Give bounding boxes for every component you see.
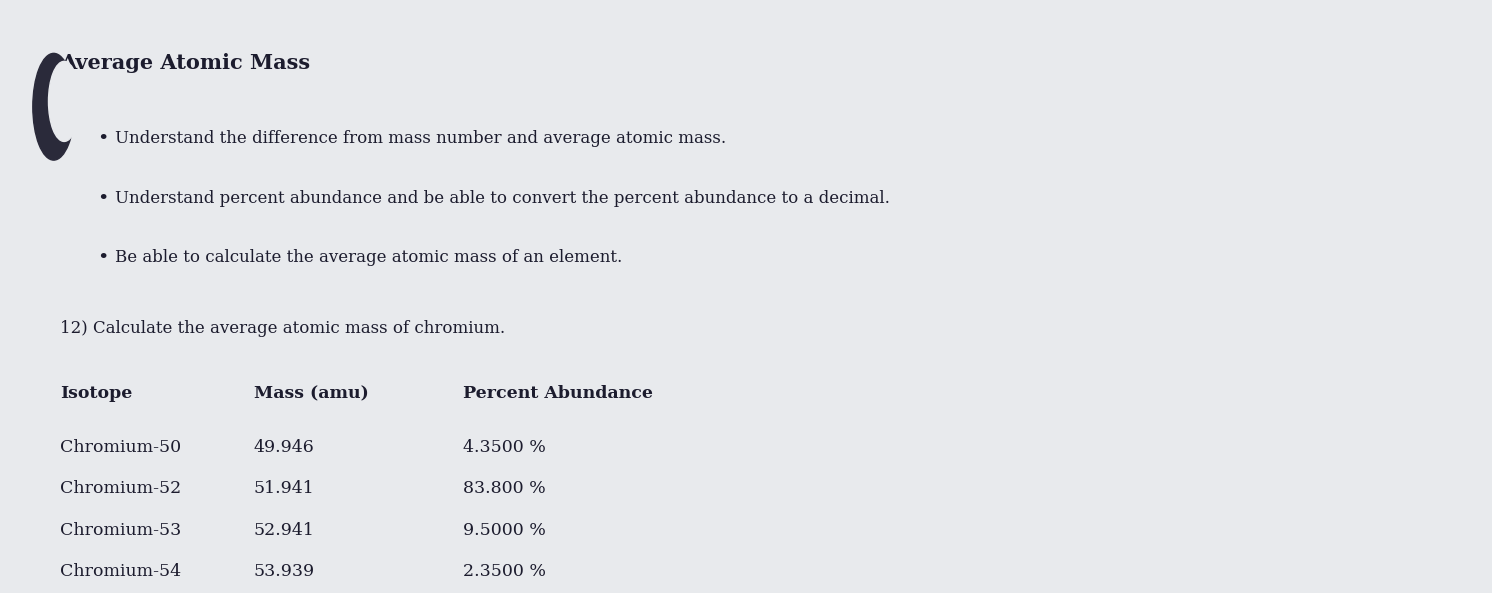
Text: •: • (97, 130, 109, 148)
Text: 12) Calculate the average atomic mass of chromium.: 12) Calculate the average atomic mass of… (60, 320, 504, 337)
Text: 9.5000 %: 9.5000 % (463, 522, 546, 539)
Text: Isotope: Isotope (60, 385, 133, 403)
Text: Be able to calculate the average atomic mass of an element.: Be able to calculate the average atomic … (115, 249, 622, 266)
Text: •: • (97, 249, 109, 267)
Text: 2.3500 %: 2.3500 % (463, 563, 546, 581)
Text: Chromium-53: Chromium-53 (60, 522, 181, 539)
Text: 4.3500 %: 4.3500 % (463, 439, 546, 456)
Text: Percent Abundance: Percent Abundance (463, 385, 652, 403)
Text: 51.941: 51.941 (254, 480, 315, 498)
Text: Mass (amu): Mass (amu) (254, 385, 369, 403)
Text: Chromium-50: Chromium-50 (60, 439, 181, 456)
Text: 49.946: 49.946 (254, 439, 315, 456)
Text: Average Atomic Mass: Average Atomic Mass (60, 53, 310, 74)
Text: •: • (97, 190, 109, 208)
Text: Chromium-52: Chromium-52 (60, 480, 181, 498)
Text: Understand percent abundance and be able to convert the percent abundance to a d: Understand percent abundance and be able… (115, 190, 889, 207)
Text: Chromium-54: Chromium-54 (60, 563, 181, 581)
Text: Understand the difference from mass number and average atomic mass.: Understand the difference from mass numb… (115, 130, 727, 148)
Text: 53.939: 53.939 (254, 563, 315, 581)
Text: 83.800 %: 83.800 % (463, 480, 545, 498)
Text: 52.941: 52.941 (254, 522, 315, 539)
